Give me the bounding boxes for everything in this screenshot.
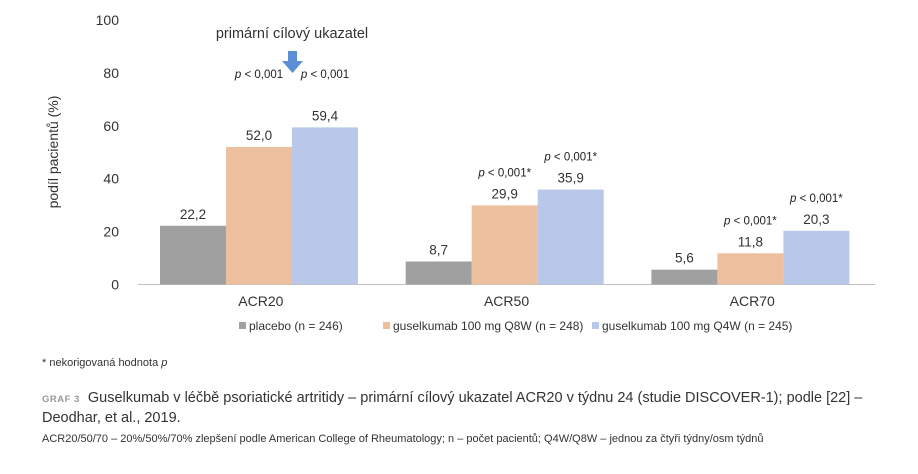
figure-caption: GRAF 3 Guselkumab v léčbě psoriatické ar…	[42, 389, 887, 428]
bar-chart: 0 20 40 60 80 100 podíl pacientů (%) 22,2 52,0…	[45, 12, 875, 333]
bar-value-label: 20,3	[803, 212, 829, 227]
y-tick-label: 20	[103, 224, 119, 240]
bar-value-label: 52,0	[246, 128, 272, 143]
bar	[717, 253, 784, 285]
primary-endpoint-annotation: primární cílový ukazatel	[216, 26, 368, 73]
legend-swatch	[592, 322, 599, 329]
bar	[471, 205, 538, 285]
bar	[226, 146, 292, 285]
y-axis-label: podíl pacientů (%)	[45, 96, 61, 209]
legend: placebo (n = 246) guselkumab 100 mg Q8W (…	[239, 319, 792, 333]
p-value-label: p < 0,001*	[543, 152, 597, 164]
y-tick-label: 40	[103, 171, 119, 187]
y-axis: 0 20 40 60 80 100	[96, 12, 120, 293]
bar	[651, 269, 718, 285]
y-tick-label: 80	[103, 65, 119, 81]
footnote: * nekorigovaná hodnota p	[42, 357, 168, 369]
legend-label: guselkumab 100 mg Q4W (n = 245)	[602, 319, 792, 333]
caption-text: Guselkumab v léčbě psoriatické artritidy…	[42, 390, 863, 426]
bar-value-label: 35,9	[558, 171, 584, 186]
legend-swatch	[239, 322, 246, 329]
y-tick-label: 0	[111, 277, 119, 293]
caption-label: GRAF 3	[42, 394, 80, 405]
x-category-label: ACR20	[238, 293, 283, 309]
down-arrow-icon	[282, 51, 303, 73]
bars-group: 22,2 52,0 p < 0,001 59,4 p < 0,001 ACR20 8,7 29…	[160, 69, 850, 309]
bar-value-label: 59,4	[312, 108, 339, 123]
annotation-text: primární cílový ukazatel	[216, 26, 368, 42]
bar	[537, 189, 604, 285]
x-category-label: ACR50	[484, 293, 529, 309]
legend-swatch	[383, 322, 390, 329]
bar	[783, 230, 850, 285]
p-value-label: p < 0,001	[300, 69, 349, 81]
legend-label: guselkumab 100 mg Q8W (n = 248)	[393, 319, 583, 333]
bar-value-label: 11,8	[738, 234, 763, 249]
bar-value-label: 29,9	[492, 186, 518, 201]
p-value-label: p < 0,001*	[789, 193, 843, 205]
p-value-label: p < 0,001*	[723, 215, 777, 227]
abbreviations-note: ACR20/50/70 – 20%/50%/70% zlepšení podle…	[42, 433, 764, 445]
bar	[292, 127, 358, 285]
bar	[405, 261, 472, 285]
y-tick-label: 100	[96, 12, 120, 28]
y-tick-label: 60	[103, 118, 119, 134]
p-value-label: p < 0,001*	[477, 167, 531, 179]
x-category-label: ACR70	[730, 293, 775, 309]
bar-value-label: 22,2	[180, 207, 206, 222]
bar	[160, 225, 226, 285]
p-value-label: p < 0,001	[234, 69, 283, 81]
bar-value-label: 5,6	[675, 251, 694, 266]
bar-value-label: 8,7	[429, 242, 448, 257]
legend-label: placebo (n = 246)	[249, 319, 343, 333]
